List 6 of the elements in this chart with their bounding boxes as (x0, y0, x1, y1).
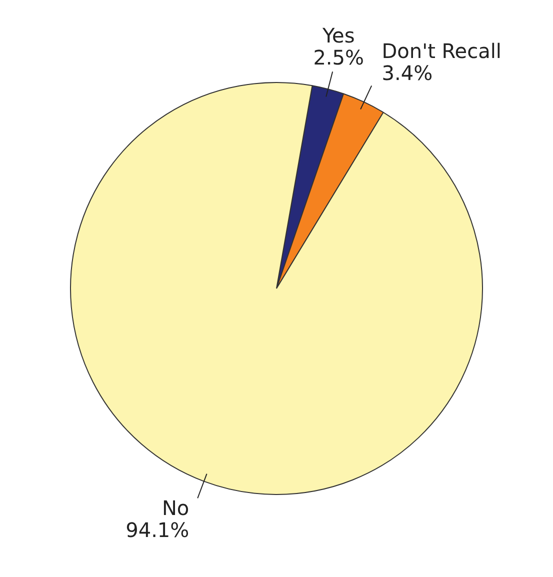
slice-label: No (162, 496, 190, 520)
data-label: 3.4% (382, 61, 433, 86)
data-label: 2.5% (313, 46, 364, 70)
data-label: 94.1% (126, 518, 190, 542)
slice-label: Don't Recall (382, 39, 502, 64)
slice-label: Yes (321, 24, 355, 48)
